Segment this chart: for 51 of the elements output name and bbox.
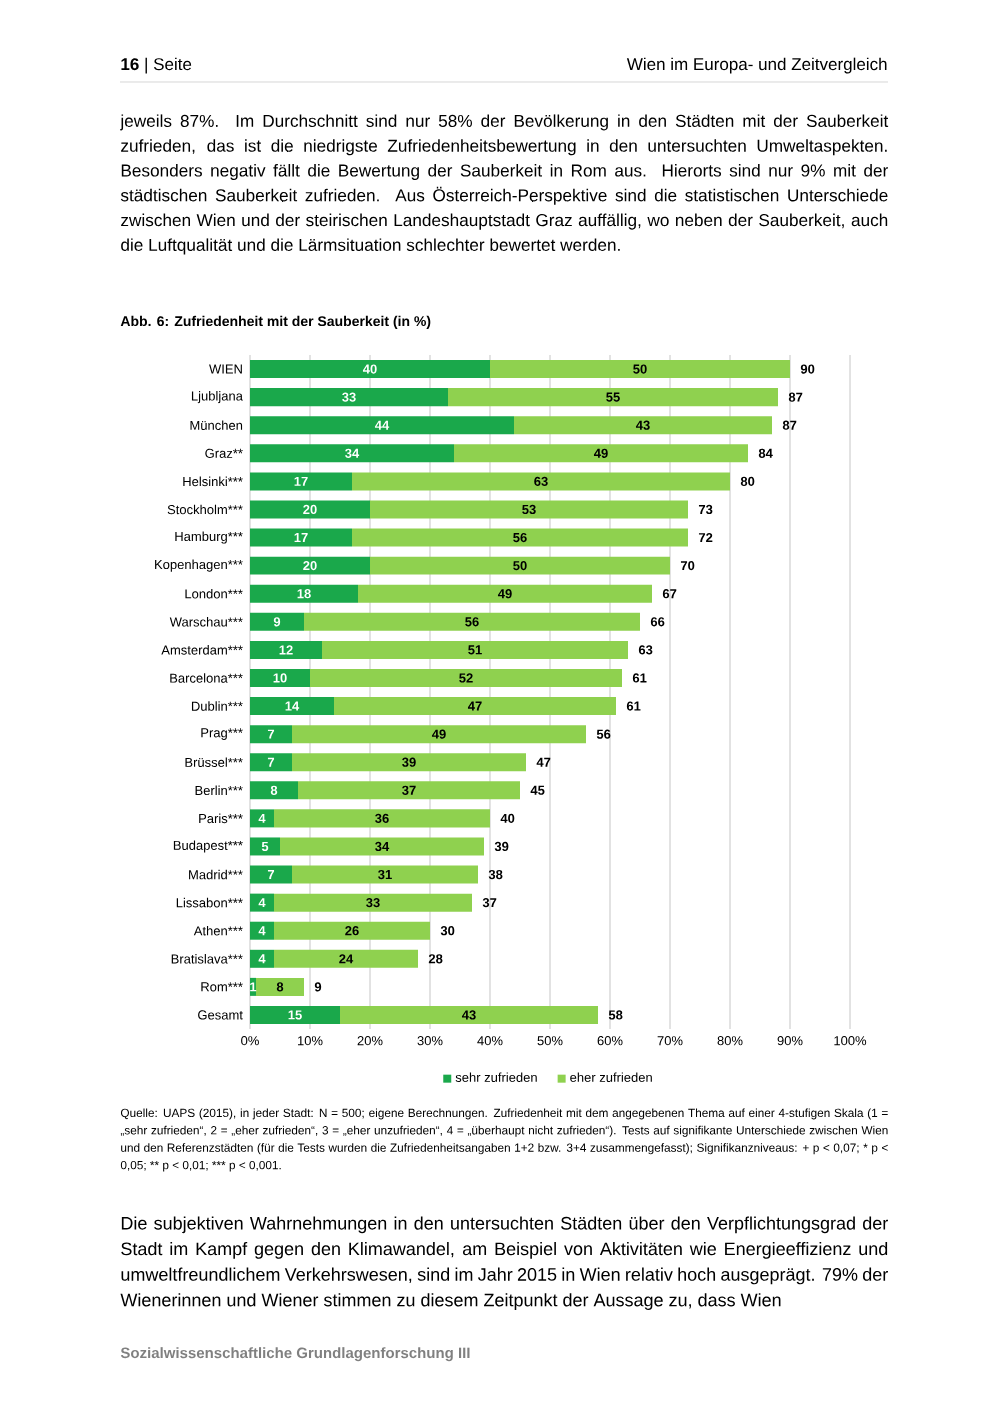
bar <box>250 725 292 744</box>
bar <box>340 1005 598 1024</box>
bar <box>454 444 748 463</box>
bar <box>250 1005 340 1024</box>
bar <box>250 865 292 884</box>
bar <box>352 528 688 547</box>
bar <box>256 977 304 996</box>
bar <box>292 725 587 744</box>
bar <box>334 697 616 716</box>
bar <box>310 668 622 687</box>
bar <box>250 949 274 968</box>
bar <box>514 416 772 435</box>
bar <box>280 837 484 856</box>
bar <box>370 556 671 575</box>
text: Wien im Europa- und Zeitvergleich <box>626 57 887 74</box>
bar <box>250 668 310 687</box>
bar <box>250 893 274 912</box>
bar <box>250 472 352 491</box>
bar <box>292 865 478 884</box>
bar <box>250 612 304 631</box>
bar <box>250 921 274 940</box>
bar <box>250 809 274 828</box>
bar <box>250 584 358 603</box>
bar <box>304 612 640 631</box>
bar <box>274 893 472 912</box>
bar <box>250 753 292 772</box>
bar <box>250 500 371 519</box>
bar <box>250 416 514 435</box>
bar <box>250 388 448 407</box>
bar <box>250 556 371 575</box>
text: 16 | Seite <box>121 57 192 74</box>
bar <box>250 781 298 800</box>
bar <box>250 528 352 547</box>
bar <box>292 753 526 772</box>
bar <box>298 781 520 800</box>
bar <box>490 360 790 379</box>
bar <box>370 500 688 519</box>
bar <box>250 360 490 379</box>
text: Die subjektiven Wahrnehmungen in den untersuchten Städten über den Verpflichtungsgrad der Stadt im Kampf gegen den Klimawandel, am Beispiel von Aktivitäten wie Energieeffizienz und umweltfreundlichem Verkehrswesen, sind im Jahr 2015 in Wien relativ hoch ausgeprägt. 79% der Wienerinnen und Wiener stimmen zu diesem Zeitpunkt der Aussage zu, dass Wien <box>120 1216 888 1310</box>
text: jeweils 87%. Im Durchschnitt sind nur 58% der Bevölkerung in den Städten mit der Sauberkeit zufrieden, das ist die niedrigste Zufriedenheitsbewertung in den untersuchten Umweltaspekten. Besonders negativ fällt die Bewertung der Sauberkeit in Rom aus. Hierorts sind nur 9% mit der städtischen Sauberkeit zufrieden. Aus Österreich-Perspektive sind die statistischen Unterschiede zwischen Wien und der steirischen Landeshauptstadt Graz auffällig, wo neben der Sauberkeit, auch die Luftqualität und die Lärmsituation schlechter bewertet werden. <box>119 114 889 255</box>
bar <box>250 444 454 463</box>
bar <box>322 640 629 659</box>
bar <box>448 388 778 407</box>
bar <box>274 809 490 828</box>
bar <box>250 837 280 856</box>
bar <box>250 640 322 659</box>
bar <box>352 472 730 491</box>
bar <box>250 697 334 716</box>
bar <box>274 921 430 940</box>
bar <box>274 949 418 968</box>
bar <box>358 584 652 603</box>
